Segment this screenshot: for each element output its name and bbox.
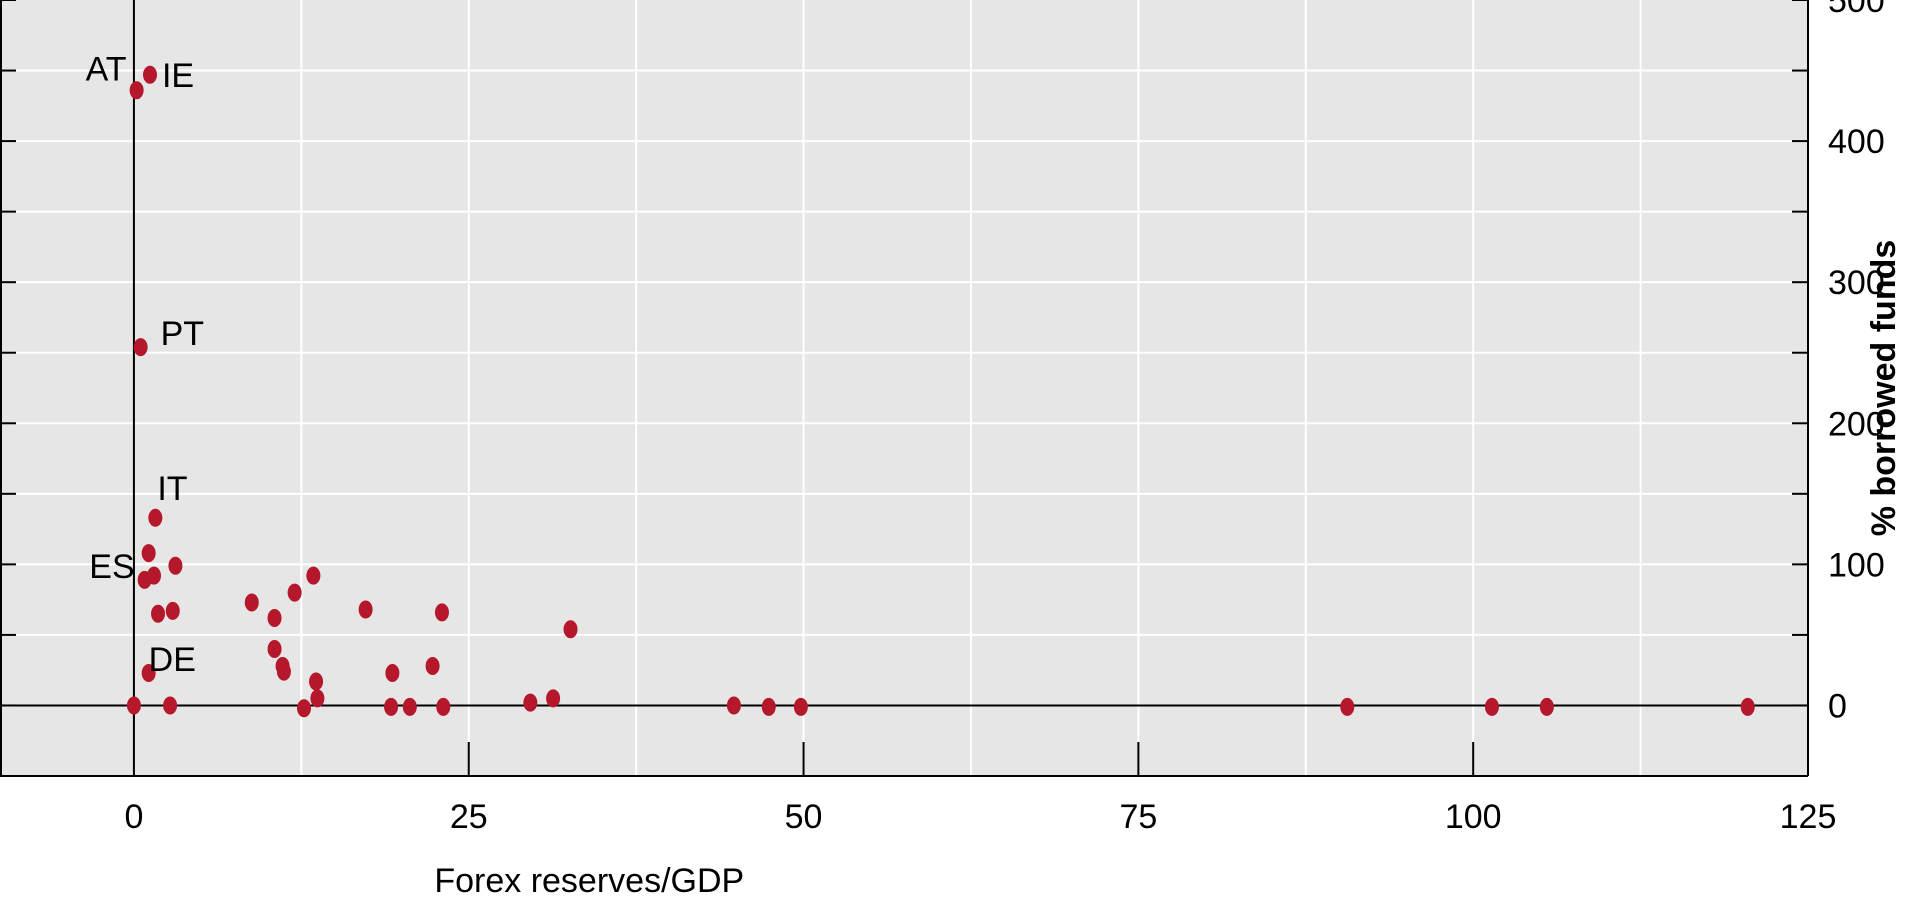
data-point xyxy=(793,697,808,716)
tick-labels: 0 25 50 75 100 125 0 100 200 300 400 500 xyxy=(124,0,1884,836)
data-point xyxy=(761,697,776,716)
data-point xyxy=(141,664,156,683)
data-point xyxy=(1740,697,1755,716)
data-point xyxy=(546,689,561,708)
data-point xyxy=(402,697,417,716)
point-label: DE xyxy=(149,641,196,679)
data-point xyxy=(297,699,312,718)
x-tick-label: 25 xyxy=(450,798,488,836)
y-tick-label: 500 xyxy=(1828,0,1885,20)
data-point xyxy=(358,600,373,619)
data-point xyxy=(384,697,399,716)
data-point xyxy=(142,65,157,84)
data-point xyxy=(276,662,291,681)
plot-background xyxy=(0,0,1808,776)
data-point xyxy=(141,544,156,563)
y-tick-label: 300 xyxy=(1828,264,1885,302)
point-label: AT xyxy=(86,50,127,88)
x-tick-label: 100 xyxy=(1445,798,1502,836)
x-axis-title: Forex reserves/GDP xyxy=(434,862,744,900)
x-tick-label: 75 xyxy=(1119,798,1157,836)
x-tick-label: 125 xyxy=(1780,798,1837,836)
data-point xyxy=(287,583,302,602)
data-point xyxy=(244,593,259,612)
data-point xyxy=(165,601,180,620)
y-tick-label: 400 xyxy=(1828,123,1885,161)
data-point xyxy=(1340,697,1355,716)
data-point xyxy=(306,566,321,585)
data-point xyxy=(434,603,449,622)
data-point xyxy=(523,693,538,712)
data-point xyxy=(425,656,440,675)
y-tick-label: 200 xyxy=(1828,405,1885,443)
point-label: IT xyxy=(157,470,187,508)
data-point xyxy=(126,696,141,715)
data-point xyxy=(148,508,163,527)
y-tick-label: 100 xyxy=(1828,546,1885,584)
x-tick-label: 50 xyxy=(785,798,823,836)
point-label: IE xyxy=(162,57,194,95)
point-labels: AT IE PT IT ES DE xyxy=(86,50,204,679)
data-point xyxy=(385,664,400,683)
x-tick-label: 0 xyxy=(124,798,143,836)
data-points xyxy=(126,65,1755,718)
y-axis-title: % borrowed funds xyxy=(1865,240,1903,537)
point-label: PT xyxy=(161,315,204,353)
data-point xyxy=(309,672,324,691)
data-point xyxy=(147,566,162,585)
y-tick-label: 0 xyxy=(1828,687,1847,725)
data-point xyxy=(129,81,144,100)
data-point xyxy=(310,689,325,708)
data-point xyxy=(1539,697,1554,716)
data-point xyxy=(168,556,183,575)
data-point xyxy=(726,696,741,715)
data-point xyxy=(133,338,148,357)
data-point xyxy=(151,604,166,623)
axes xyxy=(0,0,1809,777)
gridlines xyxy=(0,0,1808,776)
point-label: ES xyxy=(89,548,134,586)
tick-marks xyxy=(0,0,1808,776)
data-point xyxy=(267,608,282,627)
data-point xyxy=(1484,697,1499,716)
data-point xyxy=(436,697,451,716)
data-point xyxy=(563,620,578,639)
data-point xyxy=(267,640,282,659)
data-point xyxy=(163,696,178,715)
